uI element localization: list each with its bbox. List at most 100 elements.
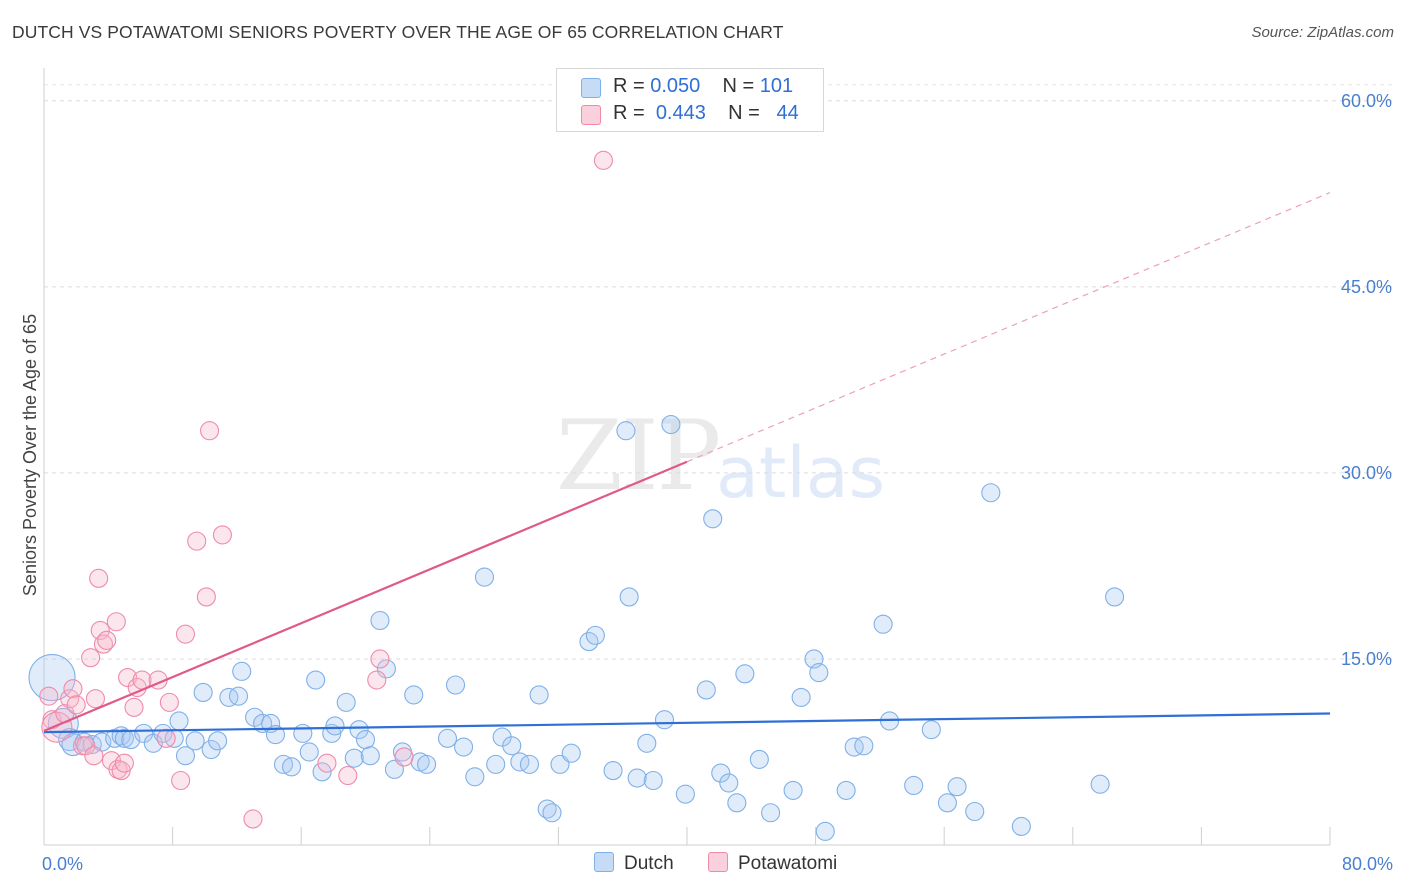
potawatomi-trend-extension: [686, 192, 1331, 463]
dutch-point: [643, 770, 663, 791]
dutch-point: [727, 793, 747, 813]
potawatomi-point: [84, 746, 104, 766]
dutch-point: [502, 736, 522, 756]
potawatomi-point: [76, 736, 96, 756]
potawatomi-legend-swatch: [708, 852, 728, 872]
dutch-point: [306, 670, 326, 690]
potawatomi-point: [394, 747, 414, 767]
dutch-point: [1105, 587, 1125, 607]
dutch-point: [193, 682, 213, 702]
potawatomi-trend-line: [43, 460, 688, 732]
dutch-point: [783, 780, 803, 800]
dutch-point: [404, 685, 424, 705]
dutch-point: [417, 754, 437, 774]
dutch-point: [134, 723, 154, 743]
dutch-point: [529, 685, 549, 705]
y-tick-label: 45.0%: [1341, 277, 1392, 297]
dutch-point: [293, 723, 313, 743]
dutch-point: [873, 614, 893, 634]
potawatomi-point: [200, 421, 220, 441]
dutch-point: [661, 414, 681, 435]
potawatomi-n-value: 44: [776, 102, 799, 124]
y-tick-label: 60.0%: [1341, 91, 1392, 111]
potawatomi-point: [187, 531, 207, 551]
potawatomi-point: [367, 670, 387, 690]
dutch-point: [619, 587, 639, 607]
dutch-point: [312, 762, 332, 782]
x-tick-label: 80.0%: [1342, 854, 1393, 874]
potawatomi-point: [89, 568, 109, 588]
potawatomi-point: [41, 711, 73, 743]
dutch-point: [854, 736, 874, 756]
dutch-r-value: 0.050: [650, 75, 701, 97]
dutch-point: [273, 754, 294, 774]
potawatomi-point: [370, 649, 390, 669]
dutch-point: [355, 730, 376, 750]
potawatomi-point: [175, 624, 196, 644]
dutch-point: [232, 661, 252, 681]
potawatomi-point: [212, 525, 232, 545]
dutch-point: [376, 659, 396, 679]
dutch-point: [265, 725, 286, 745]
dutch-point: [1090, 774, 1110, 794]
potawatomi-point: [39, 686, 59, 706]
x-tick-label: 0.0%: [42, 854, 83, 874]
dutch-point: [325, 716, 345, 736]
dutch-point: [349, 720, 369, 740]
dutch-point: [1011, 816, 1031, 836]
potawatomi-point: [243, 809, 263, 829]
dutch-point: [616, 421, 636, 441]
dutch-point: [114, 728, 134, 748]
dutch-point: [749, 749, 769, 769]
dutch-point: [791, 687, 811, 707]
potawatomi-point: [196, 587, 216, 607]
bottom-legend-potawatomi: Potawatomi: [708, 852, 837, 875]
potawatomi-point: [93, 634, 114, 654]
potawatomi-point: [106, 612, 126, 632]
dutch-point: [675, 784, 695, 804]
dutch-point: [542, 803, 562, 823]
potawatomi-swatch: [581, 105, 601, 125]
dutch-point: [735, 664, 755, 684]
dutch-point: [474, 567, 495, 587]
potawatomi-point: [156, 728, 176, 748]
potawatomi-r-value: 0.443: [655, 102, 706, 124]
dutch-point: [637, 733, 657, 753]
potawatomi-point: [85, 689, 105, 709]
dutch-point: [761, 803, 781, 823]
dutch-point: [370, 610, 390, 631]
y-tick-label: 15.0%: [1341, 649, 1392, 669]
potawatomi-point: [338, 765, 358, 786]
gridlines: [44, 84, 1395, 660]
potawatomi-r-label: R =: [613, 102, 651, 124]
dutch-point: [965, 801, 985, 822]
potawatomi-point: [171, 770, 191, 791]
dutch-point: [809, 663, 829, 683]
dutch-point: [836, 780, 856, 800]
dutch-point: [336, 692, 356, 712]
stats-legend: R = 0.050 N = 101 R = 0.443 N = 44: [556, 68, 824, 132]
dutch-point: [175, 746, 196, 766]
dutch-trend-line: [43, 712, 1331, 734]
dutch-point: [947, 777, 967, 797]
trend-lines: [43, 192, 1331, 734]
potawatomi-point: [118, 668, 138, 688]
dutch-point: [904, 775, 924, 796]
dutch-point: [703, 509, 723, 529]
dutch-point: [561, 743, 581, 763]
dutch-point: [299, 742, 319, 762]
dutch-point: [937, 793, 957, 813]
potawatomi-legend-label: Potawatomi: [738, 853, 838, 874]
potawatomi-n-label: N =: [728, 102, 766, 124]
dutch-point: [169, 711, 189, 731]
watermark-atlas: atlas: [716, 432, 886, 514]
dutch-point: [228, 686, 249, 706]
dutch-point: [454, 737, 474, 757]
dutch-point: [437, 728, 458, 748]
dutch-point: [185, 731, 205, 751]
potawatomi-point: [317, 753, 337, 773]
dutch-r-label: R =: [613, 75, 651, 97]
dutch-point: [344, 748, 364, 768]
dutch-point: [445, 675, 466, 695]
